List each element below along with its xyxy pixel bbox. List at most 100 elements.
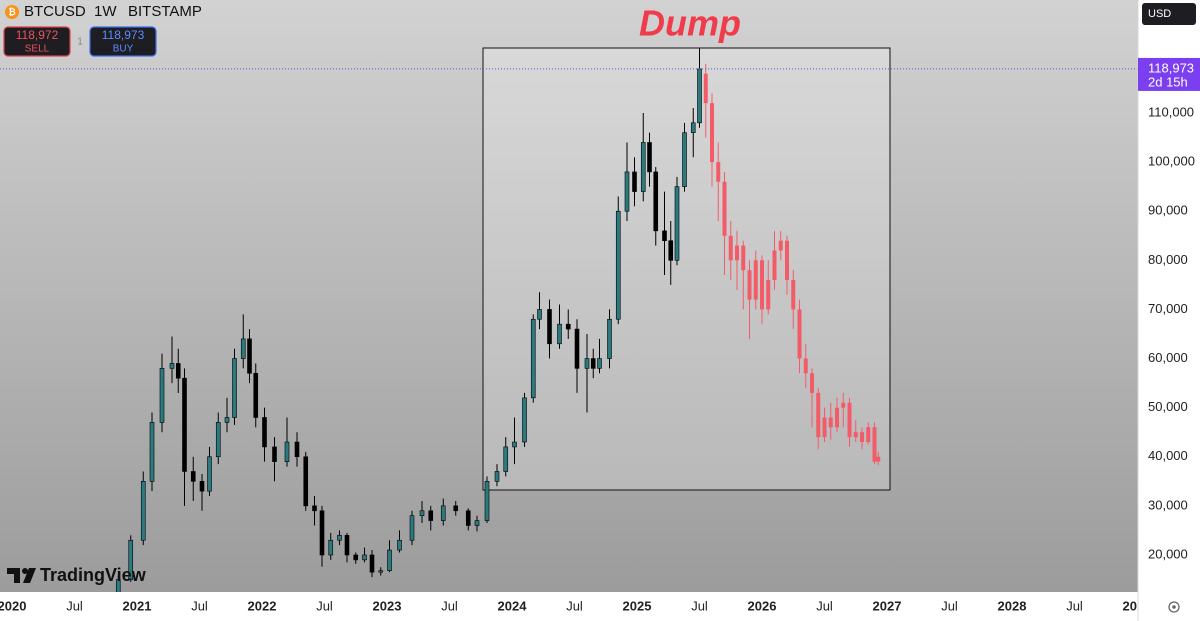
candle-body <box>362 554 367 561</box>
candle-body <box>387 549 392 571</box>
candle-body <box>735 245 739 261</box>
candle-body <box>378 570 384 573</box>
candle-body <box>240 338 246 359</box>
candle-body <box>494 471 500 482</box>
candle-body <box>253 372 259 418</box>
candle-body <box>662 230 667 241</box>
x-tick-label: 2023 <box>373 598 402 613</box>
last-price-label: 118,973 <box>1148 60 1194 75</box>
currency[interactable]: USD <box>1148 8 1171 20</box>
candle-body <box>853 432 858 438</box>
candle-body <box>337 535 342 541</box>
x-tick-label: Jul <box>316 598 333 613</box>
candle-body <box>822 417 827 438</box>
y-tick-label: 40,000 <box>1148 448 1188 463</box>
candle-body <box>778 240 783 251</box>
annotation-title: Dump <box>639 3 741 44</box>
candle-body <box>140 481 146 541</box>
candle-body <box>484 481 490 521</box>
y-tick-label: 70,000 <box>1148 301 1188 316</box>
candle-body <box>440 505 446 521</box>
candle-body <box>530 318 536 399</box>
candle-body <box>690 122 696 133</box>
candle-body <box>710 103 714 163</box>
x-tick-label: Jul <box>1066 598 1083 613</box>
candle-body <box>312 505 317 512</box>
candle-body <box>682 132 687 187</box>
candle-body <box>207 456 212 492</box>
x-tick-label: 2025 <box>623 598 652 613</box>
candle-body <box>547 309 552 345</box>
candle-body <box>653 171 659 232</box>
symbol-icon <box>5 5 19 19</box>
candle-body <box>624 171 630 212</box>
settings-icon[interactable] <box>1168 601 1180 613</box>
watermark: TradingView <box>40 565 147 585</box>
settings-button[interactable] <box>1168 601 1180 613</box>
sell-button[interactable]: 118,972 SELL <box>3 26 71 57</box>
candle-body <box>772 250 777 280</box>
x-tick-label: 2021 <box>123 598 152 613</box>
candle-body <box>722 181 727 236</box>
candle-body <box>465 510 471 526</box>
x-tick-label: 2020 <box>0 598 26 613</box>
candle-body <box>668 240 674 261</box>
candle-body <box>810 373 814 393</box>
candle-body <box>232 358 237 418</box>
last-price-tag <box>1138 57 1200 91</box>
candle-body <box>803 358 808 374</box>
candle-body <box>716 162 721 182</box>
buy-price[interactable]: 118,973 <box>102 28 145 42</box>
candle-body <box>703 73 708 104</box>
symbol: BTCUSD <box>24 3 86 20</box>
y-tick-label: 50,000 <box>1148 399 1188 414</box>
candle-body <box>159 368 165 423</box>
candle-body <box>615 210 621 320</box>
x-tick-label: Jul <box>941 598 958 613</box>
sell-label[interactable]: SELL <box>25 44 50 55</box>
buy-button[interactable]: 118,973 BUY <box>89 26 157 57</box>
candle-body <box>115 579 121 592</box>
buy-label[interactable]: BUY <box>113 44 134 55</box>
candle-body <box>632 171 637 192</box>
candle-body <box>674 186 680 261</box>
candle-body <box>872 427 877 462</box>
annotation-box <box>482 47 891 491</box>
candle-body <box>866 427 871 443</box>
settings-icon-center[interactable] <box>1172 605 1176 609</box>
candle-body <box>816 392 821 438</box>
exchange: BITSTAMP <box>128 3 202 20</box>
candle-body <box>766 279 771 310</box>
candle-body <box>190 471 196 482</box>
countdown: 2d 15h <box>1148 74 1188 89</box>
candle-body <box>199 481 205 492</box>
candle-body <box>353 554 359 561</box>
x-tick-label: 2022 <box>248 598 277 613</box>
x-tick-label: 2024 <box>498 598 528 613</box>
spread: 1 <box>77 37 83 48</box>
x-tick-label: Jul <box>191 598 208 613</box>
candle-body <box>369 554 375 573</box>
currency-box[interactable] <box>1142 3 1196 25</box>
y-tick-label: 80,000 <box>1148 252 1188 267</box>
y-tick-label: 20,000 <box>1148 546 1188 561</box>
sell-price[interactable]: 118,972 <box>16 28 59 42</box>
candle-body <box>284 441 290 462</box>
candle-body <box>753 260 758 300</box>
watermark-logo <box>7 568 36 583</box>
currency-selector[interactable]: USD <box>1142 3 1196 25</box>
candle-body <box>574 328 580 369</box>
candle-body <box>876 456 881 462</box>
x-tick-label: 2026 <box>748 598 777 613</box>
sell-box[interactable] <box>3 26 71 57</box>
candle-body <box>647 142 652 173</box>
candle-body <box>797 309 802 359</box>
x-tick-label: Jul <box>566 598 583 613</box>
plot-area <box>0 48 1138 592</box>
candle-body <box>215 422 221 458</box>
candle-body <box>319 510 325 556</box>
buy-box[interactable] <box>89 26 157 57</box>
candle-body <box>785 240 789 280</box>
